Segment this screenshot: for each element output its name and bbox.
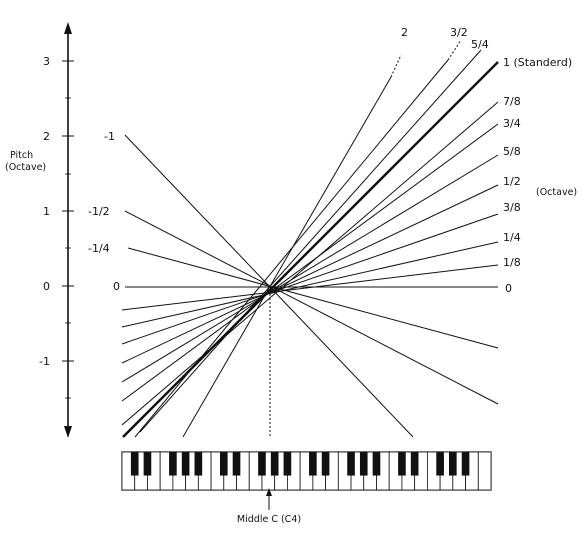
line-1-standard [122,61,499,438]
line-7-8 [121,101,499,426]
black-key [258,452,266,476]
label-right-3-2: 3/2 [450,26,468,39]
black-key [359,452,368,476]
black-key [181,452,190,476]
black-key [194,452,203,476]
line-minus1-4 [127,247,499,349]
label-left-minus1: -1 [104,130,115,143]
label-right-1-2: 1/2 [503,175,521,188]
tick-label-1: 1 [43,205,50,218]
axis-title-octave: (Octave) [5,162,46,173]
label-right-3-4: 3/4 [503,117,521,130]
black-key [219,452,228,476]
white-key [477,451,492,491]
tick-label-3: 3 [43,55,50,68]
black-key [321,452,330,476]
black-key [347,452,355,476]
line-1-2 [121,184,499,364]
line-2 [182,76,392,438]
line-minus1 [124,134,414,438]
piano-keyboard [121,451,492,491]
black-key [372,452,381,476]
label-left-0: 0 [113,280,120,293]
label-left-minus1-4: -1/4 [88,242,110,255]
label-right-2: 2 [401,26,408,39]
line-3-8 [121,213,499,345]
label-right-1-standard: 1 (Standerd) [503,56,572,69]
label-right-3-8: 3/8 [503,201,521,214]
middle-c-arrowhead [266,488,272,496]
black-key [436,452,444,476]
line-5-4 [139,49,482,433]
black-key [309,452,317,476]
black-key [232,452,241,476]
label-right-5-8: 5/8 [503,145,521,158]
black-key [410,452,419,476]
tick-label-minus1: -1 [39,355,50,368]
label-left-minus1-2: -1/2 [88,205,110,218]
axis-arrow-down [64,426,72,438]
line-3-2 [134,59,449,438]
black-key [461,452,470,476]
line-2-dotted [390,54,402,78]
tick-label-0: 0 [43,280,50,293]
line-minus1-2 [124,210,499,405]
keyboard-caption: Middle C (C4) [237,514,301,525]
line-3-2-dotted [447,39,462,61]
label-right-1-4: 1/4 [503,231,521,244]
axis-title-pitch: Pitch [10,150,33,161]
black-key [283,452,292,476]
black-key [398,452,406,476]
axis-arrow-up [64,22,72,34]
label-right-7-8: 7/8 [503,95,521,108]
label-right-0: 0 [505,282,512,295]
right-axis-label: (Octave) [536,187,577,198]
black-key [169,452,177,476]
label-right-1-8: 1/8 [503,256,521,269]
black-key [130,452,139,476]
black-key [270,452,279,476]
black-key [449,452,457,476]
line-5-8 [121,154,499,383]
line-3-4 [121,123,499,402]
black-key [143,452,152,476]
tick-label-2: 2 [43,130,50,143]
label-right-5-4: 5/4 [471,38,489,51]
line-1-4 [121,241,499,328]
key-follow-lines [121,39,499,438]
